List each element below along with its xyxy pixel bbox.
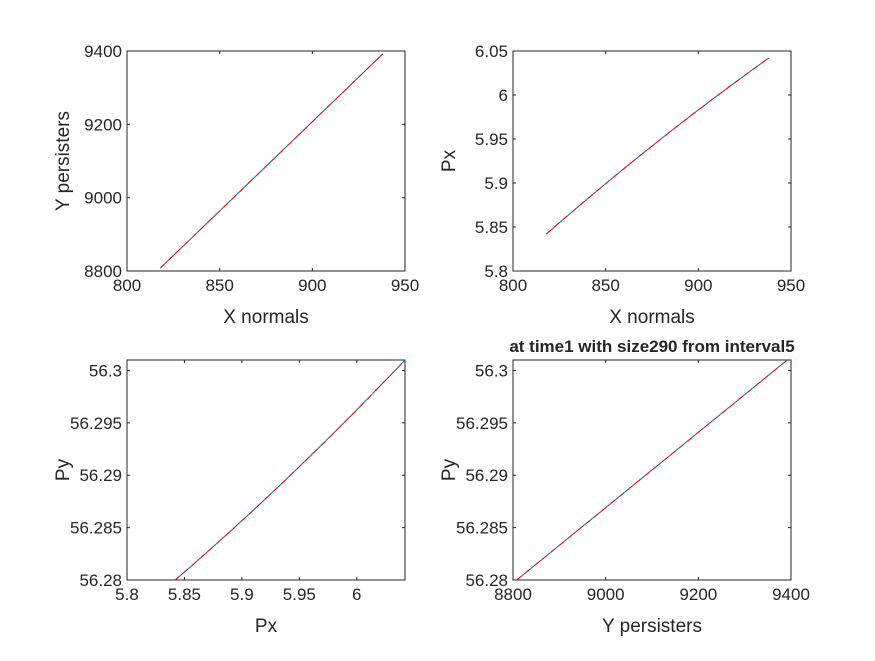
x-axis-label: Y persisters: [602, 616, 702, 637]
y-tick-label: 5.95: [475, 130, 508, 149]
x-tick-label: 950: [777, 276, 805, 295]
y-tick-label: 56.295: [456, 414, 508, 433]
x-tick-label: 950: [391, 276, 419, 295]
x-tick-label: 8800: [494, 585, 532, 604]
y-tick-label: 56.285: [456, 519, 508, 538]
y-tick-label: 56.29: [465, 466, 508, 485]
x-tick-label: 850: [591, 276, 619, 295]
subplot-2: 800 850 900 950 5.8 5.85 5.9 5.95 6 6.05 X normals…: [439, 42, 805, 328]
y-tick-label: 9000: [84, 189, 122, 208]
y-tick-label: 56.28: [465, 571, 508, 590]
x-tick-label: 900: [684, 276, 712, 295]
y-tick-label: 56.295: [70, 414, 122, 433]
series-line-2: [160, 53, 384, 269]
y-axis-label: Py: [439, 458, 460, 481]
subplot-title: at time1 with size290 from interval5: [509, 337, 794, 356]
series-line-2: [546, 57, 770, 235]
y-tick-label: 56.28: [79, 571, 122, 590]
y-tick-label: 56.29: [79, 466, 122, 485]
subplot-1: 800 850 900 950 8800 9000 9200 9400 X normals Y p…: [53, 42, 419, 328]
x-tick-label: 9000: [587, 585, 625, 604]
x-tick-label: 9200: [679, 585, 717, 604]
y-tick-label: 56.3: [475, 361, 508, 380]
x-tick-label: 5.85: [168, 585, 201, 604]
y-tick-label: 6.05: [475, 42, 508, 61]
y-axis-label: Y persisters: [53, 111, 74, 211]
y-tick-label: 56.285: [70, 519, 122, 538]
x-tick-label: 9400: [772, 585, 810, 604]
y-tick-label: 9200: [84, 115, 122, 134]
x-axis-label: X normals: [223, 307, 309, 328]
x-tick-label: 6: [352, 585, 361, 604]
x-tick-label: 5.9: [230, 585, 254, 604]
x-axis-label: Px: [255, 616, 278, 637]
axes-box: [512, 50, 792, 272]
y-tick-label: 5.8: [484, 262, 508, 281]
y-tick-label: 56.3: [89, 361, 122, 380]
axes-box: [126, 359, 406, 581]
y-axis-label: Py: [53, 458, 74, 481]
subplot-4: 8800 9000 9200 9400 56.28 56.285 56.29 56.295 56…: [439, 337, 810, 637]
y-tick-label: 9400: [84, 42, 122, 61]
y-tick-label: 8800: [84, 262, 122, 281]
series-line-2: [516, 359, 788, 581]
x-tick-label: 5.8: [115, 585, 139, 604]
y-tick-label: 5.85: [475, 218, 508, 237]
series-line-2: [174, 359, 406, 581]
x-tick-label: 900: [298, 276, 326, 295]
x-axis-label: X normals: [609, 307, 695, 328]
axes-box: [126, 50, 406, 272]
y-tick-label: 5.9: [484, 174, 508, 193]
x-tick-label: 800: [499, 276, 527, 295]
y-axis-label: Px: [439, 149, 460, 172]
x-tick-label: 5.95: [283, 585, 316, 604]
x-tick-label: 800: [113, 276, 141, 295]
y-tick-label: 6: [499, 86, 508, 105]
x-tick-label: 850: [205, 276, 233, 295]
subplot-3: 5.8 5.85 5.9 5.95 6 56.28 56.285 56.29 56.295 56.…: [53, 359, 406, 637]
